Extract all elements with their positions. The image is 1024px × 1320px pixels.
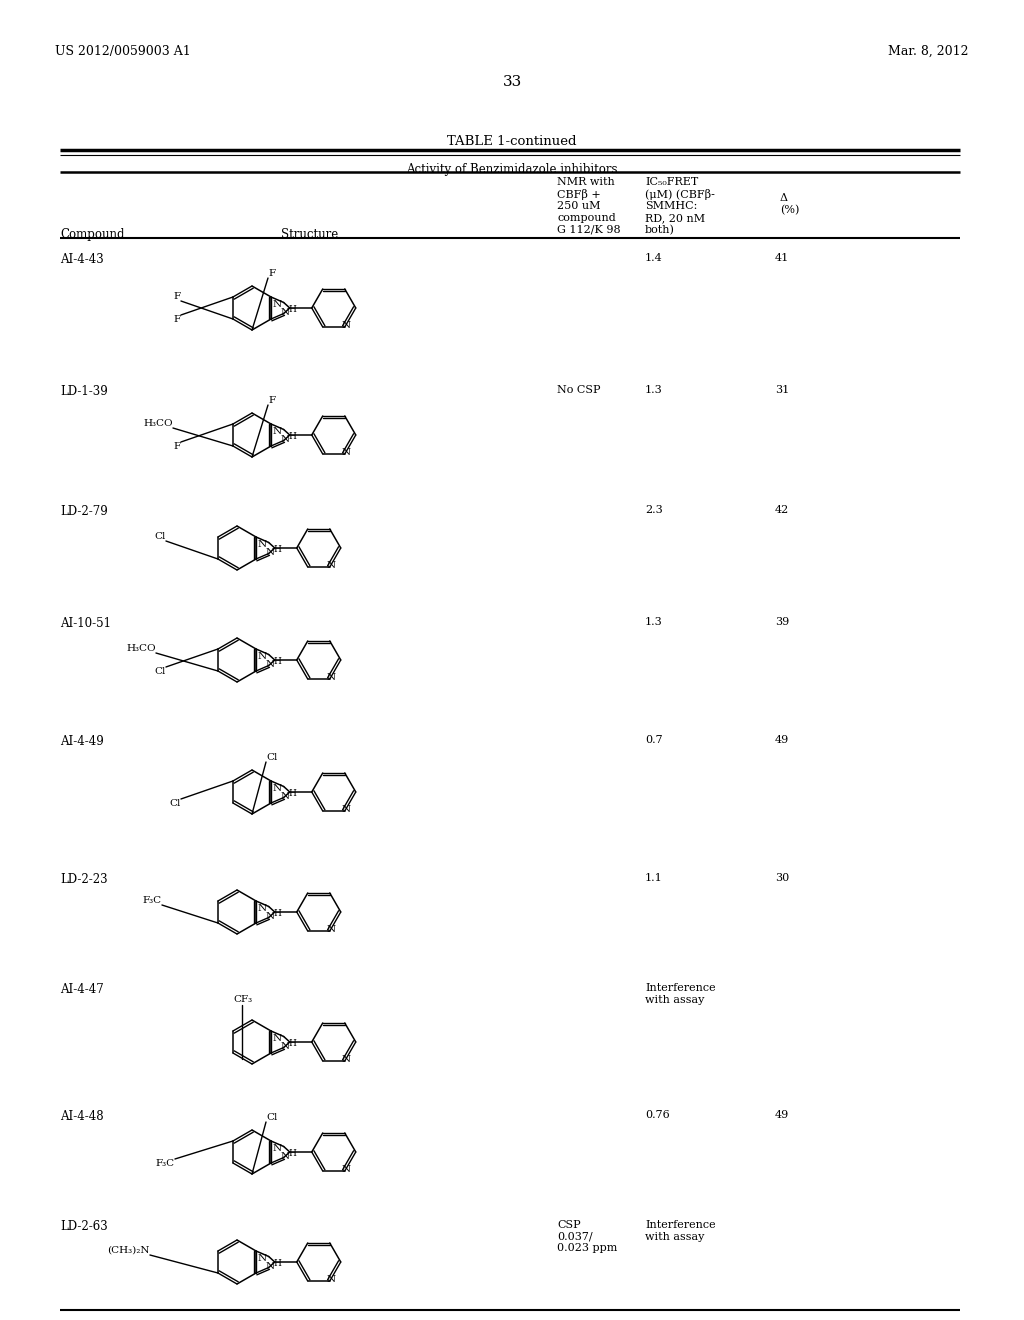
Text: NMR with
CBFβ +
250 uM
compound
G 112/K 98: NMR with CBFβ + 250 uM compound G 112/K … [557, 177, 621, 235]
Text: AI-4-43: AI-4-43 [60, 253, 103, 267]
Text: H₃CO: H₃CO [143, 418, 173, 428]
Text: AI-10-51: AI-10-51 [60, 616, 111, 630]
Text: F: F [174, 315, 181, 323]
Text: No CSP: No CSP [557, 385, 600, 395]
Text: Structure: Structure [282, 228, 339, 242]
Text: F: F [174, 442, 181, 451]
Text: N: N [265, 912, 274, 921]
Text: F₃C: F₃C [142, 896, 162, 906]
Text: H: H [289, 305, 297, 314]
Text: N: N [327, 561, 335, 569]
Text: Cl: Cl [155, 667, 166, 676]
Text: AI-4-48: AI-4-48 [60, 1110, 103, 1123]
Text: Cl: Cl [170, 799, 181, 808]
Text: N: N [272, 1034, 282, 1043]
Text: N: N [341, 321, 350, 330]
Text: N: N [272, 784, 282, 793]
Text: H: H [273, 657, 282, 667]
Text: N: N [281, 308, 289, 317]
Text: Cl: Cl [155, 532, 166, 541]
Text: F: F [268, 269, 275, 279]
Text: AI-4-49: AI-4-49 [60, 735, 103, 748]
Text: 1.4: 1.4 [645, 253, 663, 263]
Text: 1.3: 1.3 [645, 385, 663, 395]
Text: N: N [272, 426, 282, 436]
Text: 42: 42 [775, 506, 790, 515]
Text: F₃C: F₃C [156, 1159, 175, 1168]
Text: 0.7: 0.7 [645, 735, 663, 744]
Text: Cl: Cl [266, 1113, 278, 1122]
Text: H: H [273, 545, 282, 554]
Text: LD-1-39: LD-1-39 [60, 385, 108, 399]
Text: N: N [258, 652, 266, 661]
Text: 31: 31 [775, 385, 790, 395]
Text: N: N [272, 300, 282, 309]
Text: H: H [289, 1039, 297, 1048]
Text: 0.76: 0.76 [645, 1110, 670, 1119]
Text: 1.1: 1.1 [645, 873, 663, 883]
Text: LD-2-63: LD-2-63 [60, 1220, 108, 1233]
Text: N: N [265, 1262, 274, 1271]
Text: N: N [327, 673, 335, 681]
Text: H: H [289, 789, 297, 799]
Text: 39: 39 [775, 616, 790, 627]
Text: 49: 49 [775, 1110, 790, 1119]
Text: N: N [281, 792, 289, 801]
Text: N: N [341, 1055, 350, 1064]
Text: F: F [174, 292, 181, 301]
Text: AI-4-47: AI-4-47 [60, 983, 103, 997]
Text: Interference
with assay: Interference with assay [645, 1220, 716, 1242]
Text: TABLE 1-continued: TABLE 1-continued [447, 135, 577, 148]
Text: Cl: Cl [266, 752, 278, 762]
Text: N: N [281, 1152, 289, 1162]
Text: 1.3: 1.3 [645, 616, 663, 627]
Text: Δ
(%): Δ (%) [780, 193, 800, 215]
Text: CF₃: CF₃ [232, 995, 252, 1005]
Text: 49: 49 [775, 735, 790, 744]
Text: LD-2-23: LD-2-23 [60, 873, 108, 886]
Text: N: N [258, 904, 266, 913]
Text: 33: 33 [503, 75, 521, 88]
Text: N: N [272, 1144, 282, 1152]
Text: H: H [289, 432, 297, 441]
Text: H: H [273, 909, 282, 917]
Text: N: N [327, 924, 335, 933]
Text: 41: 41 [775, 253, 790, 263]
Text: N: N [327, 1275, 335, 1283]
Text: N: N [258, 1254, 266, 1263]
Text: H₃CO: H₃CO [126, 644, 156, 653]
Text: 30: 30 [775, 873, 790, 883]
Text: H: H [273, 1259, 282, 1269]
Text: 2.3: 2.3 [645, 506, 663, 515]
Text: Compound: Compound [60, 228, 125, 242]
Text: Activity of Benzimidazole inhibitors: Activity of Benzimidazole inhibitors [407, 162, 617, 176]
Text: IC₅₀FRET
(μM) (CBFβ-
SMMHC:
RD, 20 nM
both): IC₅₀FRET (μM) (CBFβ- SMMHC: RD, 20 nM bo… [645, 177, 715, 235]
Text: N: N [265, 548, 274, 557]
Text: (CH₃)₂N: (CH₃)₂N [108, 1246, 150, 1255]
Text: N: N [341, 805, 350, 813]
Text: N: N [265, 660, 274, 669]
Text: N: N [281, 1041, 289, 1051]
Text: H: H [289, 1148, 297, 1158]
Text: N: N [341, 447, 350, 457]
Text: N: N [258, 540, 266, 549]
Text: LD-2-79: LD-2-79 [60, 506, 108, 517]
Text: N: N [341, 1164, 350, 1173]
Text: Mar. 8, 2012: Mar. 8, 2012 [889, 45, 969, 58]
Text: N: N [281, 436, 289, 444]
Text: CSP
0.037/
0.023 ppm: CSP 0.037/ 0.023 ppm [557, 1220, 617, 1253]
Text: US 2012/0059003 A1: US 2012/0059003 A1 [55, 45, 190, 58]
Text: F: F [268, 396, 275, 405]
Text: Interference
with assay: Interference with assay [645, 983, 716, 1005]
